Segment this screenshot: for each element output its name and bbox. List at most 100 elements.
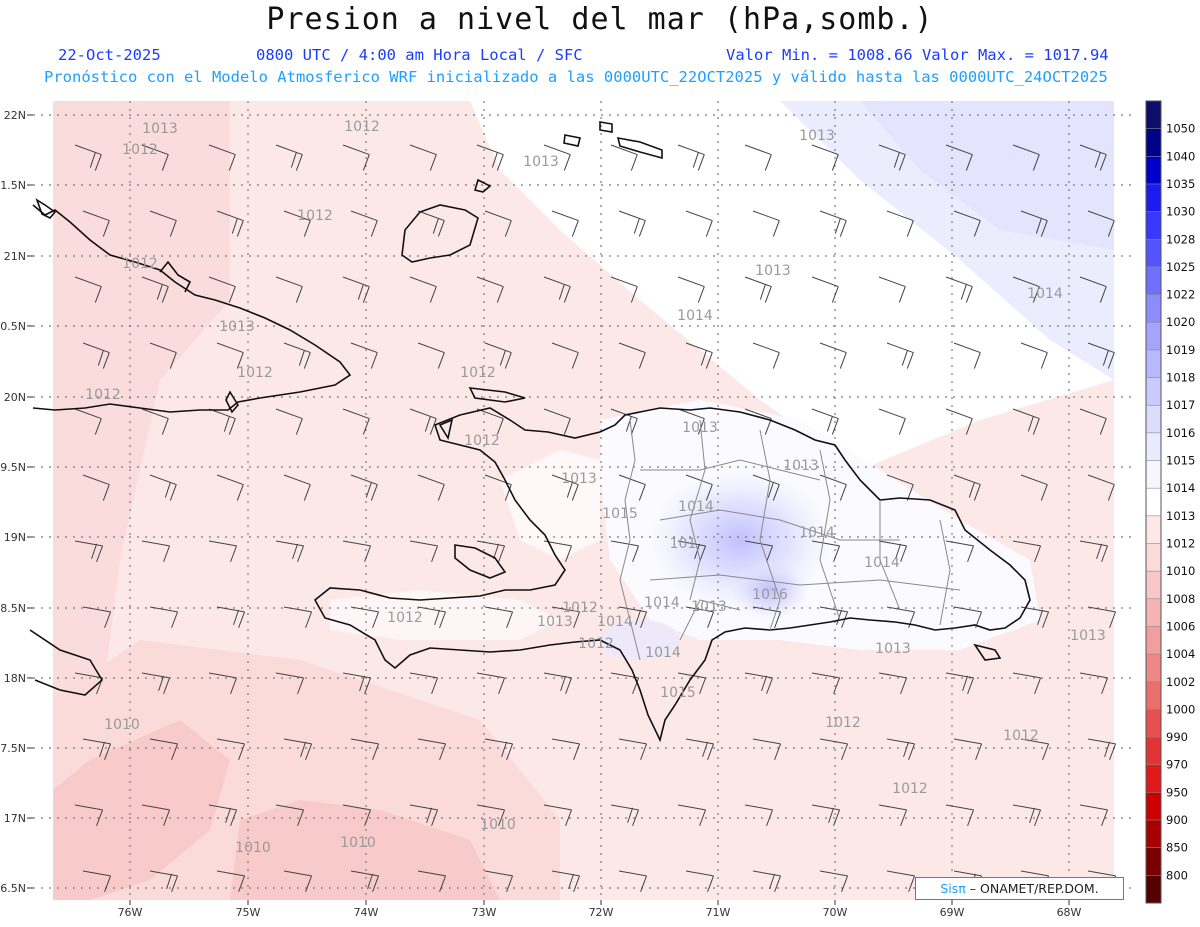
colorbar-label: 1050: [1166, 122, 1195, 136]
wind-barb: [744, 144, 772, 171]
wind-barb: [283, 738, 313, 761]
isobar-label: 1013: [142, 121, 178, 137]
colorbar-label: 1008: [1166, 592, 1195, 606]
wind-barb: [141, 540, 171, 563]
isobar-label: 1010: [340, 835, 376, 851]
wind-barb: [417, 738, 447, 761]
colorbar-swatch: [1146, 571, 1161, 600]
isobar-label: 1012: [387, 610, 423, 626]
colorbar-label: 1020: [1166, 315, 1195, 329]
wind-barb: [811, 804, 841, 827]
min-max-values: Valor Min. = 1008.66 Valor Max. = 1017.9…: [726, 46, 1109, 64]
wind-barb: [275, 144, 303, 171]
wind-barb: [1012, 276, 1040, 303]
lat-label: 7.5N: [0, 742, 26, 755]
wind-barb: [744, 276, 772, 303]
wind-barb: [208, 672, 238, 695]
wind-barb: [409, 540, 439, 563]
isobar-label: 1012: [892, 781, 928, 797]
isobar-label: 1012: [237, 365, 273, 381]
wind-barb: [149, 738, 179, 761]
wind-barb: [1079, 804, 1109, 827]
wind-barb: [945, 408, 973, 435]
wind-barb: [342, 276, 370, 303]
colorbar-swatch: [1146, 377, 1161, 406]
wind-barb: [543, 408, 571, 435]
wind-barb: [752, 738, 782, 761]
lon-label: 71W: [706, 906, 731, 919]
wind-barb: [677, 276, 705, 303]
lat-label: 21N: [4, 250, 26, 263]
wind-barb: [216, 606, 246, 629]
wind-barb: [886, 738, 916, 761]
colorbar-swatch: [1146, 211, 1161, 240]
wind-barb: [484, 738, 514, 761]
wind-barb: [417, 606, 447, 629]
colorbar-label: 1013: [1166, 509, 1195, 523]
colorbar-swatch: [1146, 764, 1161, 793]
lon-label: 68W: [1057, 906, 1082, 919]
wind-barb: [476, 804, 506, 827]
wind-barb: [618, 870, 648, 893]
wind-barb: [417, 474, 445, 501]
colorbar-swatch: [1146, 820, 1161, 849]
colorbar-swatch: [1146, 515, 1161, 544]
colorbar-swatch: [1146, 239, 1161, 268]
lat-label: 20N: [4, 391, 26, 404]
colorbar-swatch: [1146, 792, 1161, 821]
isobar-label: 1014: [597, 614, 633, 630]
wind-barb: [953, 342, 981, 369]
lon-label: 74W: [354, 906, 379, 919]
colorbar-swatch: [1146, 183, 1161, 213]
wind-barb: [82, 606, 112, 629]
lon-label: 75W: [236, 906, 261, 919]
wind-barb: [945, 540, 975, 563]
colorbar-label: 1000: [1166, 702, 1195, 716]
wind-barb: [476, 144, 504, 171]
wind-barb: [953, 474, 981, 501]
wind-barb: [744, 672, 774, 695]
isobar-label: 1014: [864, 555, 900, 571]
wind-barb: [1020, 474, 1048, 501]
forecast-time: 0800 UTC / 4:00 am Hora Local / SFC: [256, 46, 583, 64]
wind-barb: [409, 276, 437, 303]
isobar-label: 1010: [104, 717, 140, 733]
isobar-label: 1012: [122, 256, 158, 272]
lat-label: 6.5N: [0, 882, 26, 895]
pressure-shading: [53, 101, 1114, 900]
colorbar-label: 990: [1166, 730, 1188, 744]
wind-barb: [149, 870, 179, 893]
wind-barb: [82, 474, 110, 501]
wind-barb: [275, 672, 305, 695]
wind-barb: [216, 738, 246, 761]
wind-barb: [484, 342, 512, 369]
wind-barb: [1087, 210, 1115, 237]
colorbar-label: 1015: [1166, 454, 1195, 468]
wind-barb: [945, 144, 973, 171]
colorbar-label: 1014: [1166, 481, 1195, 495]
wind-barb: [685, 870, 715, 893]
colorbar-swatch: [1146, 156, 1161, 185]
credit-box: Sisπ – ONAMET/REP.DOM.: [915, 877, 1124, 900]
wind-barb: [886, 870, 916, 893]
wind-barb: [811, 408, 839, 435]
isobar-label: 1012: [122, 142, 158, 158]
colorbar-label: 800: [1166, 868, 1188, 882]
isobar-label: 1012: [344, 119, 380, 135]
wind-barb: [811, 144, 839, 171]
colorbar-swatch: [1146, 460, 1161, 489]
wind-barb: [953, 210, 981, 237]
isobar-label: 1013: [875, 641, 911, 657]
wind-barb: [878, 144, 906, 171]
wind-barb: [208, 276, 236, 303]
colorbar-swatch: [1146, 349, 1161, 379]
wind-barb: [744, 540, 774, 563]
wind-barb: [1012, 408, 1040, 435]
wind-barb: [610, 276, 638, 303]
wind-barb: [551, 342, 579, 369]
isobar-label: 1012: [825, 715, 861, 731]
wind-barb: [1079, 144, 1107, 171]
wind-barb: [216, 342, 244, 369]
wind-barb: [342, 804, 372, 827]
